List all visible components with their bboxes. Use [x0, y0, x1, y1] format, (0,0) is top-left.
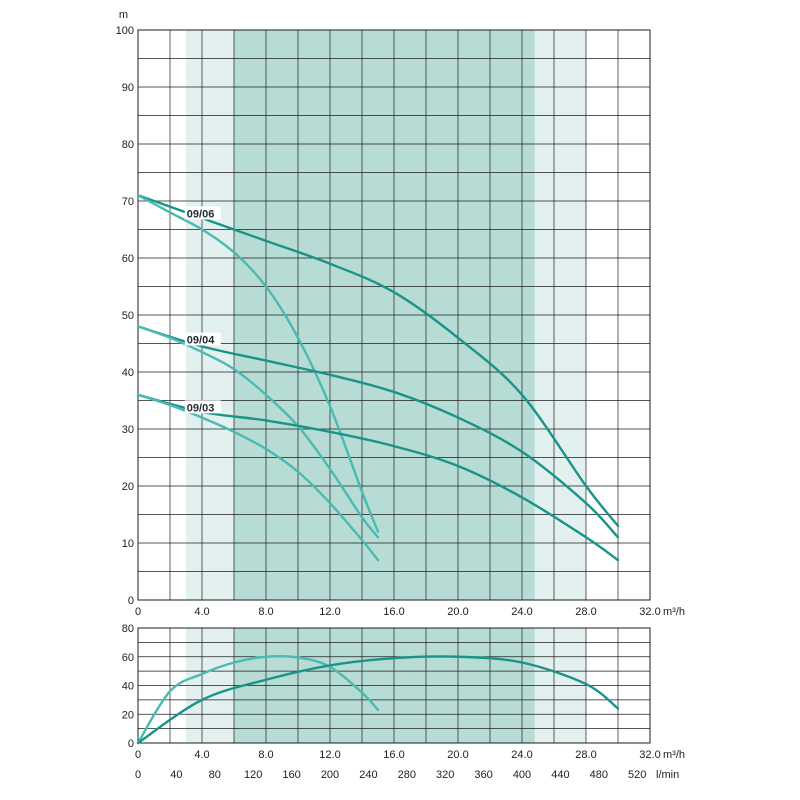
head-y-tick-label: 10: [122, 538, 134, 550]
eff-x-tick-label: 0: [135, 749, 141, 761]
head-x-tick-label: 20.0: [447, 606, 468, 618]
head-x-tick-label: 16.0: [383, 606, 404, 618]
eff-x2-tick-label: 280: [398, 769, 416, 781]
head-y-tick-label: 0: [128, 595, 134, 607]
y-axis-unit-top: m: [119, 9, 128, 21]
head-y-tick-label: 70: [122, 196, 134, 208]
eff-x-tick-label: 32.0: [639, 749, 660, 761]
head-x-tick-label: 0: [135, 606, 141, 618]
head-curve-09-03-main: [136, 393, 620, 562]
eff-x-tick-label: 28.0: [575, 749, 596, 761]
head-y-tick-label: 30: [122, 424, 134, 436]
head-x-tick-label: 12.0: [319, 606, 340, 618]
eff-x2-tick-label: 520: [628, 769, 646, 781]
labels-layer: 0 10 20 30 40 50 60 70 80 90 100 0 4.0 8.0 12.0 16.0 20.…: [116, 25, 661, 781]
eff-curve-efficiency-light: [136, 654, 380, 745]
eff-x2-tick-label: 160: [282, 769, 300, 781]
head-x-tick-label: 28.0: [575, 606, 596, 618]
eff-x-tick-label: 24.0: [511, 749, 532, 761]
curves-layer: [136, 194, 620, 745]
eff-x2-tick-label: 0: [135, 769, 141, 781]
head-y-tick-label: 90: [122, 82, 134, 94]
eff-y-tick-label: 40: [122, 681, 134, 693]
eff-x2-tick-label: 80: [209, 769, 221, 781]
head-plot-frame: [137, 29, 651, 601]
eff-y-tick-label: 0: [128, 738, 134, 750]
head-x-tick-label: 4.0: [194, 606, 209, 618]
x-axis-unit-top: m³/h: [663, 606, 685, 618]
eff-x2-tick-label: 400: [513, 769, 531, 781]
curve-label-bg: [184, 332, 221, 346]
head-y-tick-label: 80: [122, 139, 134, 151]
eff-y-tick-label: 20: [122, 709, 134, 721]
head-x-tick-label: 8.0: [258, 606, 273, 618]
head-x-tick-label: 32.0: [639, 606, 660, 618]
eff-x-tick-label: 8.0: [258, 749, 273, 761]
head-curve-09-06-main: [136, 194, 620, 528]
head-curve-09-06-light: [136, 194, 380, 533]
head-curve-09-03-light: [136, 393, 380, 562]
curve-label-09-03: 09/03: [187, 402, 215, 414]
x2-axis-unit-bottom: l/min: [656, 769, 679, 781]
eff-x2-tick-label: 480: [590, 769, 608, 781]
head-y-tick-label: 40: [122, 367, 134, 379]
eff-x2-tick-label: 360: [474, 769, 492, 781]
eff-x2-tick-label: 240: [359, 769, 377, 781]
eff-x2-tick-label: 440: [551, 769, 569, 781]
eff-y-tick-label: 80: [122, 623, 134, 635]
head-curve-09-04-light: [136, 325, 380, 539]
eff-x-tick-label: 4.0: [194, 749, 209, 761]
x-axis-unit-bottom: m³/h: [663, 749, 685, 761]
curve-label-bg: [184, 206, 221, 220]
eff-x2-tick-label: 200: [321, 769, 339, 781]
head-curve-09-04-main: [136, 325, 620, 539]
eff-x-tick-label: 20.0: [447, 749, 468, 761]
eff-x-tick-label: 16.0: [383, 749, 404, 761]
head-y-tick-label: 50: [122, 310, 134, 322]
head-y-tick-label: 20: [122, 481, 134, 493]
eff-plot-frame: [137, 627, 651, 744]
eff-x2-tick-label: 320: [436, 769, 454, 781]
eff-x2-tick-label: 40: [170, 769, 182, 781]
eff-curve-efficiency-main: [136, 655, 620, 745]
head-y-tick-label: 100: [116, 25, 134, 37]
curve-label-09-04: 09/04: [187, 335, 215, 347]
curve-label-bg: [184, 400, 221, 414]
background-layer: [186, 30, 586, 743]
grid-layer: [137, 29, 651, 744]
head-y-tick-label: 60: [122, 253, 134, 265]
curve-label-09-06: 09/06: [187, 209, 215, 221]
eff-x2-tick-label: 120: [244, 769, 262, 781]
eff-y-tick-label: 60: [122, 652, 134, 664]
eff-x-tick-label: 12.0: [319, 749, 340, 761]
head-x-tick-label: 24.0: [511, 606, 532, 618]
